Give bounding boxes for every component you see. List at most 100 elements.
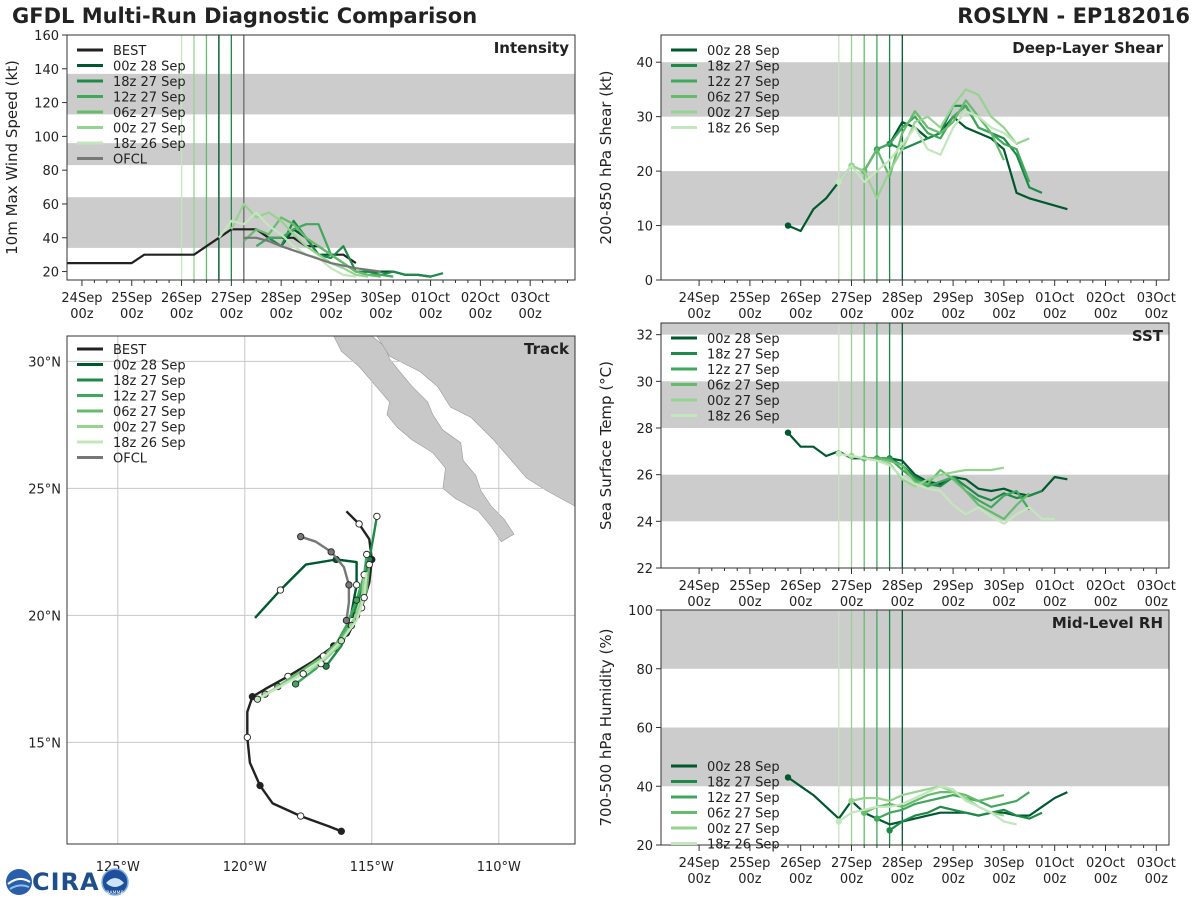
shear-xtick-sub-9: 00z xyxy=(1145,307,1169,322)
track-series-7 xyxy=(300,535,351,621)
shear-ytick-label-3: 30 xyxy=(636,111,653,126)
shear-xtick-label-6: 30Sep xyxy=(983,291,1024,306)
sst-ytick-label-5: 32 xyxy=(636,329,653,344)
intensity-xtick-sub-5: 00z xyxy=(319,307,343,322)
track-legend-label-0: BEST xyxy=(113,343,146,358)
sst-xtick-label-9: 03Oct xyxy=(1137,579,1176,594)
track-ytick-label-3: 30°N xyxy=(28,355,61,370)
rh-legend-label-2: 12z 27 Sep xyxy=(707,791,780,806)
shear-band-1 xyxy=(661,62,1169,117)
track-series-1 xyxy=(254,558,358,634)
figure-title: GFDL Multi-Run Diagnostic Comparison xyxy=(12,4,478,28)
intensity-series-4 xyxy=(243,216,381,278)
rh-legend-label-5: 18z 26 Sep xyxy=(707,838,780,853)
track-point-0-2 xyxy=(297,812,305,820)
shear-xtick-sub-4: 00z xyxy=(891,307,915,322)
sst-xtick-sub-5: 00z xyxy=(941,595,965,610)
rh-xtick-sub-2: 00z xyxy=(789,872,813,887)
rh-xtick-sub-4: 00z xyxy=(891,872,915,887)
sst-series-start-0 xyxy=(784,429,792,436)
sst-panel-title: SST xyxy=(1132,327,1164,345)
rh-legend-label-0: 00z 28 Sep xyxy=(707,760,780,775)
intensity-legend-label-0: BEST xyxy=(113,44,146,59)
rh-xtick-sub-3: 00z xyxy=(840,872,864,887)
shear-legend-label-1: 18z 27 Sep xyxy=(707,60,780,75)
sst-xtick-label-8: 02Oct xyxy=(1086,579,1125,594)
shear-ytick-label-1: 10 xyxy=(636,220,653,235)
intensity-xtick-label-3: 27Sep xyxy=(211,291,252,306)
cira-globe-icon xyxy=(6,869,32,895)
sst-series-start-5 xyxy=(835,450,842,457)
track-point-3-0 xyxy=(291,680,300,688)
rh-series-3 xyxy=(863,790,1005,814)
shear-series-2 xyxy=(876,104,1031,183)
track-xtick-label-2: 115°W xyxy=(350,860,394,875)
intensity-series-0 xyxy=(67,228,357,265)
rh-band-0 xyxy=(661,727,1169,787)
sst-xtick-sub-9: 00z xyxy=(1145,595,1169,610)
shear-xtick-sub-8: 00z xyxy=(1094,307,1118,322)
intensity-legend-label-4: 06z 27 Sep xyxy=(113,106,186,121)
rh-xtick-sub-7: 00z xyxy=(1043,872,1067,887)
sst-ytick-label-1: 24 xyxy=(636,515,653,530)
intensity-xtick-label-6: 30Sep xyxy=(360,291,401,306)
sst-legend-label-4: 00z 27 Sep xyxy=(707,394,780,409)
track-point-0-4 xyxy=(256,781,264,790)
rh-legend-label-1: 18z 27 Sep xyxy=(707,776,780,791)
track-legend-label-4: 06z 27 Sep xyxy=(113,405,186,420)
cira-logo: CIRA RAMMB xyxy=(4,866,130,898)
intensity-ylabel: 10m Max Wind Speed (kt) xyxy=(3,60,21,255)
shear-xtick-label-7: 01Oct xyxy=(1035,291,1074,306)
rh-band-1 xyxy=(661,610,1169,669)
sst-xtick-label-3: 27Sep xyxy=(831,579,872,594)
intensity-xtick-sub-7: 00z xyxy=(419,307,443,322)
track-series-6 xyxy=(256,572,368,701)
intensity-ytick-label-2: 60 xyxy=(42,198,59,213)
intensity-legend-label-2: 18z 27 Sep xyxy=(113,75,186,90)
sst-series-5 xyxy=(838,452,1055,525)
shear-xtick-sub-0: 00z xyxy=(687,307,711,322)
rh-ylabel: 700-500 hPa Humidity (%) xyxy=(597,628,615,826)
intensity-ytick-label-5: 120 xyxy=(34,97,59,112)
rh-series-start-5 xyxy=(835,818,842,825)
track-frame xyxy=(66,335,576,845)
shear-series-4 xyxy=(851,88,1030,200)
rh-xtick-label-8: 02Oct xyxy=(1086,856,1125,871)
rh-xtick-sub-1: 00z xyxy=(738,872,762,887)
sst-series-group xyxy=(784,429,1068,525)
track-legend-label-5: 00z 27 Sep xyxy=(113,421,186,436)
intensity-ytick-label-4: 100 xyxy=(34,130,59,145)
sst-xtick-label-6: 30Sep xyxy=(983,579,1024,594)
intensity-xtick-label-7: 01Oct xyxy=(411,291,450,306)
rh-ytick-label-2: 60 xyxy=(636,722,653,737)
track-point-7-4 xyxy=(327,548,335,556)
shear-xtick-label-3: 27Sep xyxy=(831,291,872,306)
rh-ytick-label-1: 40 xyxy=(636,780,653,795)
track-point-6-2 xyxy=(299,670,307,678)
shear-band-0 xyxy=(661,171,1169,226)
intensity-xtick-sub-9: 00z xyxy=(518,307,542,322)
sst-legend-label-0: 00z 28 Sep xyxy=(707,332,780,347)
intensity-xtick-label-1: 25Sep xyxy=(111,291,152,306)
shear-series-5 xyxy=(837,110,1018,184)
track-point-3-6 xyxy=(363,550,371,559)
track-point-0-6 xyxy=(243,733,251,741)
intensity-ytick-label-6: 140 xyxy=(34,63,59,78)
intensity-band-2 xyxy=(67,73,575,115)
track-ytick-label-1: 20°N xyxy=(28,609,61,624)
shear-ytick-label-0: 0 xyxy=(645,274,653,289)
rh-xtick-label-9: 03Oct xyxy=(1137,856,1176,871)
shear-legend-label-2: 12z 27 Sep xyxy=(707,75,780,90)
sst-series-0 xyxy=(787,431,1068,497)
rh-legend-label-3: 06z 27 Sep xyxy=(707,807,780,822)
rh-panel: 2040608010024Sep00z25Sep00z26Sep00z27Sep… xyxy=(597,604,1176,887)
shear-legend-label-3: 06z 27 Sep xyxy=(707,91,780,106)
intensity-panel: 2040608010012014016024Sep00z25Sep00z26Se… xyxy=(3,29,576,322)
shear-xtick-label-5: 29Sep xyxy=(933,291,974,306)
track-point-2-6 xyxy=(373,512,381,520)
shear-xtick-sub-3: 00z xyxy=(840,307,864,322)
intensity-xtick-label-9: 03Oct xyxy=(511,291,550,306)
intensity-ytick-label-0: 20 xyxy=(42,266,59,281)
rh-xtick-label-0: 24Sep xyxy=(679,856,720,871)
shear-xtick-sub-6: 00z xyxy=(992,307,1016,322)
